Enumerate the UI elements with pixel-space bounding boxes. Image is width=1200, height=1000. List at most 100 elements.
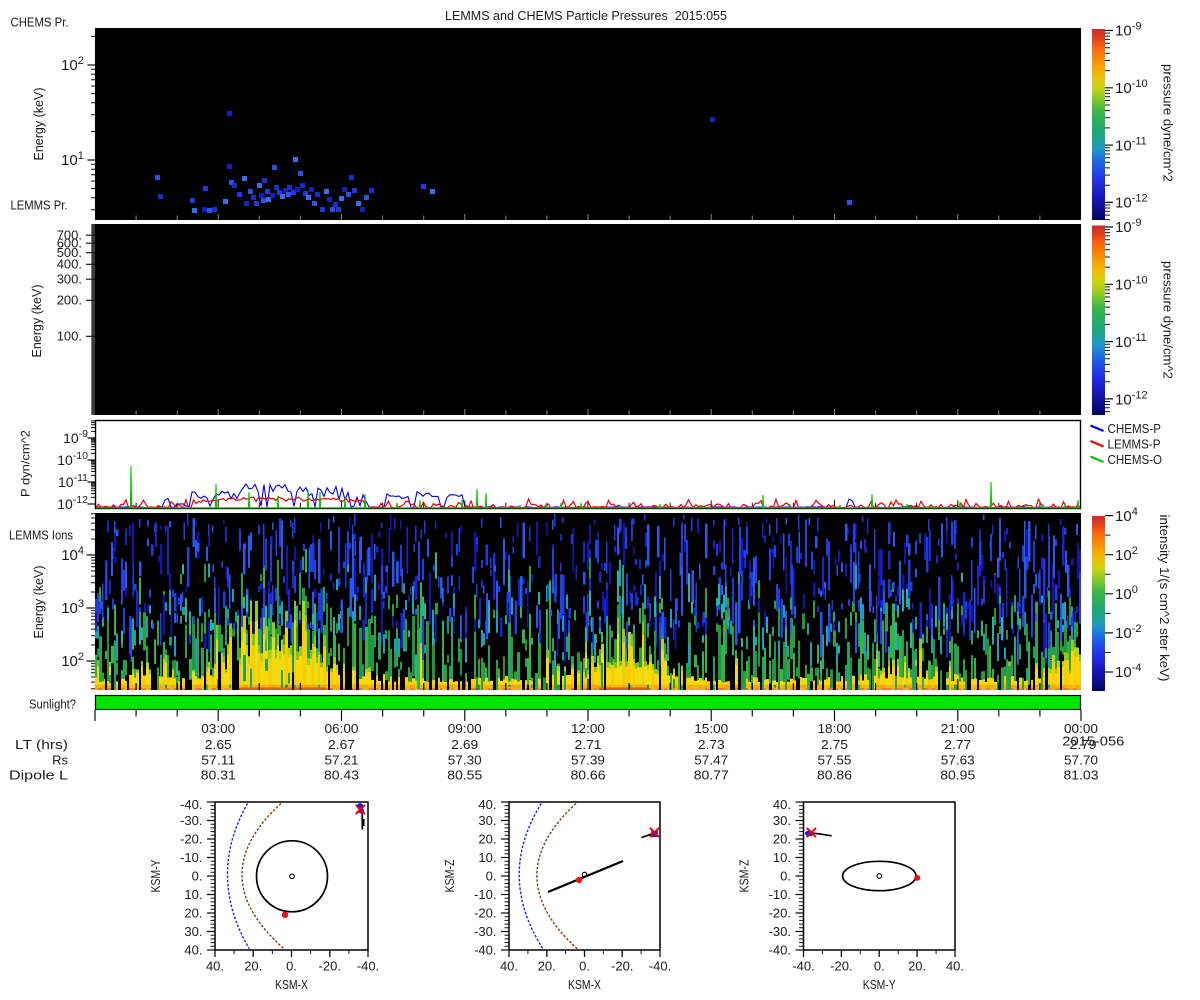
svg-text:20.: 20.	[538, 959, 556, 974]
svg-text:pressure dyne/cm^2: pressure dyne/cm^2	[1161, 64, 1175, 182]
svg-text:10-11: 10-11	[1115, 332, 1147, 351]
svg-text:103: 103	[61, 598, 84, 617]
svg-text:LEMMS Pr.: LEMMS Pr.	[11, 199, 68, 213]
svg-text:Sunlight?: Sunlight?	[29, 698, 76, 712]
svg-text:30.: 30.	[184, 924, 202, 939]
svg-text:KSM-X: KSM-X	[568, 978, 602, 992]
svg-text:18:00: 18:00	[818, 721, 852, 736]
svg-text:Dipole L: Dipole L	[9, 768, 68, 783]
svg-text:10-12: 10-12	[1115, 390, 1148, 409]
svg-text:-30.: -30.	[769, 924, 791, 939]
svg-text:40.: 40.	[184, 942, 202, 957]
svg-text:20.: 20.	[908, 959, 926, 974]
svg-text:-40.: -40.	[180, 797, 202, 812]
svg-text:21:00: 21:00	[941, 721, 975, 736]
svg-text:0.: 0.	[286, 959, 297, 974]
svg-text:2.79: 2.79	[1070, 737, 1097, 752]
svg-text:0.: 0.	[579, 959, 590, 974]
svg-text:KSM-Z: KSM-Z	[738, 859, 752, 892]
svg-text:10-10: 10-10	[1115, 275, 1148, 294]
svg-text:-40.: -40.	[792, 959, 814, 974]
svg-text:P dyn/cm^2: P dyn/cm^2	[19, 430, 33, 497]
svg-text:10.: 10.	[184, 887, 202, 902]
svg-text:0.: 0.	[192, 868, 203, 883]
svg-text:-40.: -40.	[474, 942, 496, 957]
svg-text:KSM-Z: KSM-Z	[443, 859, 457, 892]
svg-text:102: 102	[1115, 545, 1138, 564]
svg-text:00:00: 00:00	[1064, 721, 1098, 736]
svg-text:-30.: -30.	[180, 813, 202, 828]
svg-text:80.55: 80.55	[447, 768, 482, 783]
svg-text:2.75: 2.75	[821, 737, 848, 752]
svg-text:20.: 20.	[773, 831, 791, 846]
svg-text:10-11: 10-11	[1115, 136, 1147, 155]
svg-text:KSM-X: KSM-X	[275, 978, 309, 992]
svg-text:2.71: 2.71	[575, 737, 602, 752]
svg-text:81.03: 81.03	[1064, 768, 1099, 783]
svg-text:2.73: 2.73	[698, 737, 725, 752]
svg-text:40.: 40.	[206, 959, 224, 974]
svg-text:57.21: 57.21	[325, 753, 359, 768]
svg-text:-20.: -20.	[474, 905, 496, 920]
svg-text:500.: 500.	[57, 245, 82, 260]
svg-text:57.47: 57.47	[694, 753, 728, 768]
svg-text:20.: 20.	[244, 959, 262, 974]
svg-text:10-12: 10-12	[1115, 193, 1148, 212]
svg-text:0.: 0.	[874, 959, 885, 974]
svg-text:57.39: 57.39	[571, 753, 605, 768]
svg-text:2.77: 2.77	[944, 737, 971, 752]
svg-text:30.: 30.	[773, 813, 791, 828]
svg-text:Energy (keV): Energy (keV)	[30, 285, 44, 358]
svg-text:10-9: 10-9	[1115, 21, 1141, 40]
svg-text:15:00: 15:00	[694, 721, 728, 736]
svg-text:40.: 40.	[500, 959, 518, 974]
svg-text:intensity 1/(s cm^2 ster keV): intensity 1/(s cm^2 ster keV)	[1157, 515, 1171, 682]
svg-text:KSM-Y: KSM-Y	[149, 859, 163, 893]
svg-text:-20.: -20.	[830, 959, 852, 974]
svg-text:57.55: 57.55	[818, 753, 852, 768]
svg-text:2015-056: 2015-056	[1062, 734, 1124, 749]
svg-text:57.11: 57.11	[201, 753, 235, 768]
svg-text:CHEMS-P: CHEMS-P	[1108, 422, 1162, 436]
svg-text:40.: 40.	[773, 797, 791, 812]
svg-text:80.66: 80.66	[571, 768, 606, 783]
svg-text:10-9: 10-9	[63, 428, 88, 446]
svg-text:80.43: 80.43	[324, 768, 359, 783]
svg-text:100.: 100.	[57, 329, 82, 344]
svg-text:-20.: -20.	[769, 905, 791, 920]
svg-text:100: 100	[1115, 584, 1138, 603]
svg-text:57.63: 57.63	[941, 753, 975, 768]
svg-text:200.: 200.	[57, 293, 82, 308]
svg-text:-10.: -10.	[474, 887, 496, 902]
svg-text:10-10: 10-10	[57, 450, 88, 468]
svg-text:LEMMS and CHEMS Particle Press: LEMMS and CHEMS Particle Pressures 2015:…	[445, 9, 727, 23]
svg-text:2.65: 2.65	[205, 737, 232, 752]
svg-text:80.86: 80.86	[817, 768, 852, 783]
svg-text:57.30: 57.30	[448, 753, 482, 768]
svg-text:20.: 20.	[184, 905, 202, 920]
svg-text:-10.: -10.	[180, 850, 202, 865]
svg-text:10.: 10.	[478, 850, 496, 865]
svg-text:2.69: 2.69	[451, 737, 478, 752]
svg-text:600.: 600.	[57, 236, 82, 251]
svg-text:20.: 20.	[478, 831, 496, 846]
svg-text:102: 102	[61, 651, 84, 670]
svg-text:KSM-Y: KSM-Y	[863, 978, 897, 992]
svg-text:10-12: 10-12	[57, 494, 88, 512]
svg-text:-20.: -20.	[319, 959, 341, 974]
svg-text:10-11: 10-11	[58, 472, 88, 490]
svg-text:102: 102	[61, 55, 84, 74]
svg-text:03:00: 03:00	[201, 721, 235, 736]
svg-text:LT (hrs): LT (hrs)	[15, 737, 68, 752]
svg-text:-40.: -40.	[769, 942, 791, 957]
svg-text:2.67: 2.67	[328, 737, 355, 752]
svg-text:80.77: 80.77	[694, 768, 729, 783]
svg-text:12:00: 12:00	[571, 721, 605, 736]
svg-text:-30.: -30.	[474, 924, 496, 939]
svg-text:10-10: 10-10	[1115, 78, 1148, 97]
svg-text:10-9: 10-9	[1115, 217, 1141, 236]
svg-text:CHEMS-O: CHEMS-O	[1108, 453, 1163, 467]
svg-text:30.: 30.	[478, 813, 496, 828]
svg-text:104: 104	[61, 545, 84, 564]
svg-text:10-2: 10-2	[1115, 623, 1141, 642]
